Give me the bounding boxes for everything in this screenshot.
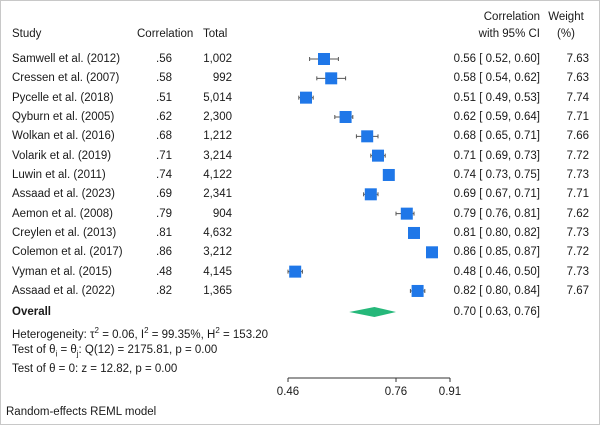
study-correlation: .69 — [156, 188, 172, 201]
study-total: 2,341 — [203, 188, 232, 201]
study-ci-text: 0.79 [ 0.76, 0.81] — [453, 207, 540, 220]
study-total: 1,212 — [203, 130, 232, 143]
study-correlation: .81 — [156, 226, 172, 239]
header-weight-line1: Weight — [548, 11, 584, 23]
test-theta-zero-text: Test of θ = 0: z = 12.82, p = 0.00 — [12, 363, 178, 375]
overall-label: Overall — [12, 306, 51, 318]
study-ci-text: 0.82 [ 0.80, 0.84] — [453, 284, 540, 297]
study-name: Samwell et al. (2012) — [12, 53, 121, 65]
study-weight: 7.74 — [566, 91, 589, 104]
study-total: 5,014 — [203, 91, 232, 104]
study-ci-text: 0.69 [ 0.67, 0.71] — [453, 188, 540, 201]
x-tick-label: 0.91 — [439, 386, 461, 398]
study-correlation: .71 — [156, 149, 172, 162]
heterogeneity-text: Heterogeneity: τ2 = 0.06, I2 = 99.35%, H… — [12, 326, 269, 341]
study-weight: 7.71 — [566, 110, 589, 123]
study-total: 4,122 — [203, 168, 232, 181]
study-ci-text: 0.74 [ 0.73, 0.75] — [453, 168, 540, 181]
study-weight: 7.67 — [566, 284, 589, 297]
study-name: Vyman et al. (2015) — [12, 265, 112, 278]
study-total: 4,145 — [203, 265, 232, 278]
study-name: Cressen et al. (2007) — [12, 72, 120, 85]
header-ci-line2: with 95% CI — [478, 28, 540, 40]
study-ci-text: 0.56 [ 0.52, 0.60] — [453, 53, 540, 65]
study-marker — [411, 284, 424, 297]
model-footnote: Random-effects REML model — [6, 406, 157, 418]
header-total: Total — [203, 28, 228, 40]
header-weight-line2: (%) — [557, 28, 575, 40]
study-marker — [426, 246, 438, 259]
study-correlation: .62 — [156, 110, 172, 123]
study-correlation: .48 — [156, 265, 172, 278]
study-marker — [289, 265, 302, 278]
study-name: Assaad et al. (2023) — [12, 188, 115, 201]
study-ci-text: 0.71 [ 0.69, 0.73] — [453, 149, 540, 162]
study-name: Qyburn et al. (2005) — [12, 110, 115, 123]
study-total: 904 — [212, 207, 232, 220]
study-name: Aemon et al. (2008) — [12, 207, 114, 220]
study-weight: 7.63 — [566, 53, 589, 65]
study-total: 3,214 — [203, 149, 232, 162]
study-total: 4,632 — [203, 226, 232, 239]
study-name: Assaad et al. (2022) — [12, 284, 115, 297]
study-correlation: .82 — [156, 284, 172, 297]
study-marker — [408, 226, 420, 239]
study-name: Colemon et al. (2017) — [12, 246, 123, 259]
study-marker — [318, 53, 330, 65]
overall-ci-text: 0.70 [ 0.63, 0.76] — [453, 306, 540, 318]
study-marker — [382, 168, 395, 181]
study-name: Wolkan et al. (2016) — [12, 130, 115, 143]
header-correlation: Correlation — [137, 28, 194, 40]
study-name: Pycelle et al. (2018) — [12, 91, 114, 104]
study-total: 3,212 — [203, 246, 232, 259]
study-weight: 7.73 — [566, 168, 589, 181]
study-marker — [339, 110, 352, 123]
study-correlation: .51 — [156, 91, 172, 104]
study-correlation: .74 — [156, 168, 172, 181]
test-theta-equal-text: Test of θi = θj: Q(12) = 2175.81, p = 0.… — [12, 344, 218, 359]
study-marker — [300, 91, 312, 104]
study-marker — [361, 130, 374, 143]
study-ci-text: 0.51 [ 0.49, 0.53] — [453, 91, 540, 104]
study-marker — [372, 149, 384, 162]
study-weight: 7.73 — [566, 265, 589, 278]
x-tick-label: 0.46 — [277, 386, 299, 398]
study-weight: 7.63 — [566, 72, 589, 85]
study-ci-text: 0.58 [ 0.54, 0.62] — [453, 72, 540, 85]
study-weight: 7.72 — [566, 149, 589, 162]
x-tick-label: 0.76 — [385, 386, 407, 398]
study-total: 2,300 — [203, 110, 232, 123]
study-name: Volarik et al. (2019) — [12, 149, 112, 162]
study-marker — [364, 188, 377, 201]
study-ci-text: 0.86 [ 0.85, 0.87] — [453, 246, 540, 259]
study-ci-text: 0.62 [ 0.59, 0.64] — [453, 110, 540, 123]
header-study: Study — [12, 28, 42, 40]
study-weight: 7.62 — [566, 207, 589, 220]
study-ci-text: 0.81 [ 0.80, 0.82] — [453, 226, 540, 239]
study-name: Luwin et al. (2011) — [12, 168, 106, 181]
study-correlation: .56 — [156, 53, 172, 65]
study-weight: 7.66 — [566, 130, 589, 143]
study-ci-text: 0.68 [ 0.65, 0.71] — [453, 130, 540, 143]
study-weight: 7.72 — [566, 246, 589, 259]
study-weight: 7.73 — [566, 226, 589, 239]
header-ci-line1: Correlation — [483, 11, 540, 23]
study-weight: 7.71 — [566, 188, 589, 201]
study-correlation: .58 — [156, 72, 172, 85]
study-total: 1,365 — [203, 284, 232, 297]
study-correlation: .79 — [156, 207, 172, 220]
study-correlation: .86 — [156, 246, 172, 259]
study-name: Creylen et al. (2013) — [12, 226, 117, 239]
study-marker — [400, 207, 413, 220]
study-total: 1,002 — [203, 53, 232, 65]
study-total: 992 — [212, 72, 232, 85]
study-correlation: .68 — [156, 130, 172, 143]
study-marker — [325, 72, 338, 85]
study-ci-text: 0.48 [ 0.46, 0.50] — [453, 265, 540, 278]
overall-diamond — [349, 307, 396, 317]
